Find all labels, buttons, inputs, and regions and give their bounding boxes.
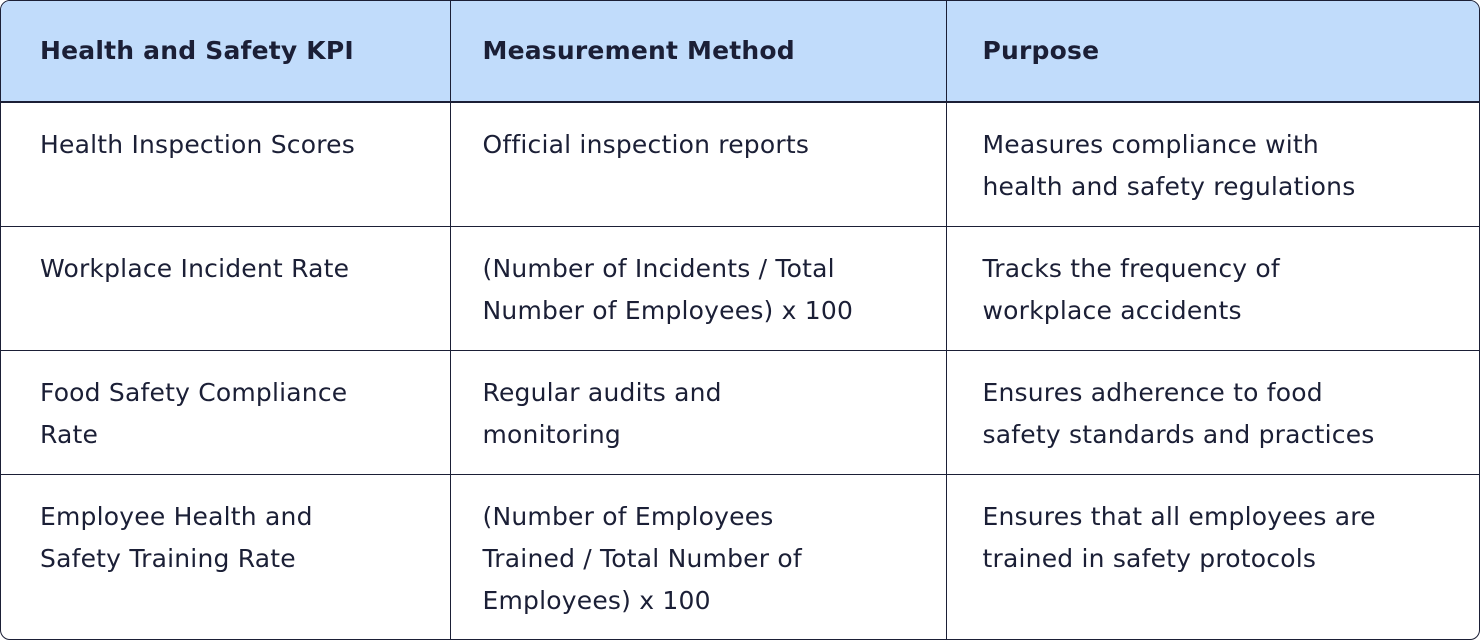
cell-text: Rate xyxy=(40,419,99,449)
cell-text: Trained / Total Number of xyxy=(482,543,802,573)
cell-text: safety standards and practices xyxy=(982,419,1375,449)
table-cell: Tracks the frequency of workplace acciden… xyxy=(945,225,1479,351)
table-cell: (Number of Incidents / Total Number of Em… xyxy=(449,225,947,351)
table-cell: Employee Health and Safety Training Rate xyxy=(1,473,451,639)
cell-text: workplace accidents xyxy=(982,295,1242,325)
table-row: Workplace Incident Rate (Number of Incide… xyxy=(1,225,1479,351)
table-row: Food Safety Compliance Rate Regular audits… xyxy=(1,349,1479,475)
table-row: Employee Health and Safety Training Rate (… xyxy=(1,473,1479,639)
table-body: Health Inspection Scores Official inspect… xyxy=(1,101,1479,639)
cell-text: Employees) x 100 xyxy=(482,585,711,615)
table-cell: Food Safety Compliance Rate xyxy=(1,349,451,475)
table-row: Health Inspection Scores Official inspect… xyxy=(1,101,1479,227)
cell-text: Employee Health and xyxy=(40,501,313,531)
header-row: Health and Safety KPI Measurement Method P… xyxy=(1,1,1479,103)
header-cell: Purpose xyxy=(945,1,1479,103)
cell-text: Health Inspection Scores xyxy=(40,130,355,159)
cell-text: Regular audits and xyxy=(482,377,722,407)
cell-text: Official inspection reports xyxy=(482,130,810,159)
table-cell: Workplace Incident Rate xyxy=(1,225,451,351)
header-cell: Measurement Method xyxy=(449,1,947,103)
table-cell: Ensures that all employees are trained in… xyxy=(945,473,1479,639)
cell-text: Measures compliance with xyxy=(982,130,1319,159)
table-cell: Official inspection reports xyxy=(449,101,947,227)
cell-text: Food Safety Compliance xyxy=(40,377,348,407)
table-cell: Measures compliance with health and safet… xyxy=(945,101,1479,227)
table-cell: (Number of Employees Trained / Total Numb… xyxy=(449,473,947,639)
table-cell: Health Inspection Scores xyxy=(1,101,451,227)
cell-text: (Number of Incidents / Total xyxy=(482,253,835,283)
cell-text: Safety Training Rate xyxy=(40,543,296,573)
table-cell: Regular audits and monitoring xyxy=(449,349,947,475)
cell-text: Tracks the frequency of xyxy=(982,253,1280,283)
cell-text: Number of Employees) x 100 xyxy=(482,295,854,325)
cell-text: Ensures that all employees are xyxy=(982,501,1376,531)
cell-text: health and safety regulations xyxy=(982,172,1356,201)
table-cell: Ensures adherence to food safety standard… xyxy=(945,349,1479,475)
table-header: Health and Safety KPI Measurement Method P… xyxy=(1,1,1479,103)
header-cell: Health and Safety KPI xyxy=(1,1,451,103)
cell-text: Ensures adherence to food xyxy=(982,377,1323,407)
cell-text: (Number of Employees xyxy=(482,501,774,531)
cell-text: monitoring xyxy=(482,419,621,449)
cell-text: Workplace Incident Rate xyxy=(40,253,350,283)
cell-text: trained in safety protocols xyxy=(982,543,1317,573)
